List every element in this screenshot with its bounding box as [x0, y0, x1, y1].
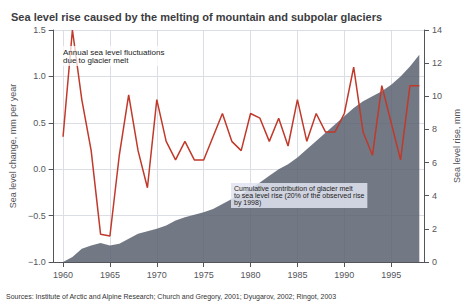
svg-text:Sea level change, mm per year: Sea level change, mm per year	[8, 84, 18, 209]
svg-text:10: 10	[432, 91, 442, 101]
svg-text:1.0: 1.0	[33, 71, 46, 81]
svg-text:1980: 1980	[241, 270, 261, 280]
svg-text:14: 14	[432, 25, 442, 35]
svg-text:0.5: 0.5	[33, 118, 46, 128]
svg-text:due to glacier melt: due to glacier melt	[63, 56, 129, 65]
svg-text:8: 8	[432, 124, 437, 134]
svg-text:to sea level rise (20% of the: to sea level rise (20% of the observed r…	[234, 192, 365, 199]
svg-text:1975: 1975	[194, 270, 214, 280]
svg-text:1970: 1970	[147, 270, 167, 280]
svg-text:1995: 1995	[381, 270, 401, 280]
svg-text:Cumulative contribution of gla: Cumulative contribution of glacier melt	[234, 185, 353, 192]
svg-text:−0.5: −0.5	[28, 211, 46, 221]
svg-text:6: 6	[432, 158, 437, 168]
svg-text:4: 4	[432, 191, 437, 201]
svg-text:Annual sea level fluctuations: Annual sea level fluctuations	[63, 47, 165, 57]
svg-text:1965: 1965	[100, 270, 120, 280]
svg-text:1985: 1985	[287, 270, 307, 280]
svg-text:by 1998): by 1998)	[234, 199, 261, 207]
svg-text:2: 2	[432, 224, 437, 234]
svg-text:1960: 1960	[53, 270, 73, 280]
svg-text:1990: 1990	[334, 270, 354, 280]
svg-text:Sea level rise, mm: Sea level rise, mm	[452, 109, 462, 183]
svg-text:0.0: 0.0	[33, 164, 46, 174]
svg-text:−1.0: −1.0	[28, 257, 46, 267]
svg-text:0: 0	[432, 257, 437, 267]
svg-text:Sources: Institute of Arctic a: Sources: Institute of Arctic and Alpine …	[6, 293, 336, 301]
svg-text:1.5: 1.5	[33, 25, 46, 35]
svg-text:Sea level rise caused by the m: Sea level rise caused by the melting of …	[11, 11, 382, 23]
svg-text:12: 12	[432, 58, 442, 68]
